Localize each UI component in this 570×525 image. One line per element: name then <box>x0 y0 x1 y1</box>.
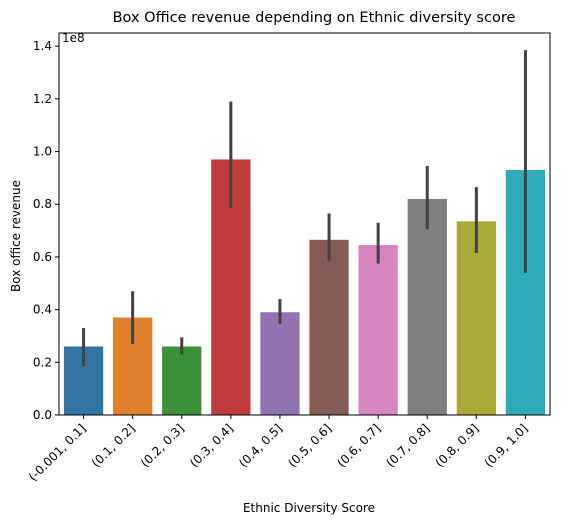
x-tick-label: (0.3, 0.4] <box>187 421 236 470</box>
x-tick-label: (-0.001, 0.1] <box>26 421 89 484</box>
x-axis-label: Ethnic Diversity Score <box>243 501 375 515</box>
x-tick-label: (0.5, 0.6] <box>285 421 334 470</box>
bar <box>309 239 349 415</box>
bar <box>260 312 300 415</box>
bar <box>456 221 496 415</box>
chart-title: Box Office revenue depending on Ethnic d… <box>113 10 516 26</box>
bar <box>358 245 398 415</box>
y-tick-label: 0.8 <box>33 197 52 211</box>
y-tick-label: 0.4 <box>33 303 52 317</box>
y-tick-label: 0.0 <box>33 408 52 422</box>
y-tick-label: 1.4 <box>33 39 52 53</box>
bar <box>407 198 447 415</box>
x-tick-label: (0.4, 0.5] <box>236 421 285 470</box>
y-tick-label: 1.2 <box>33 92 52 106</box>
y-tick-label: 1.0 <box>33 145 52 159</box>
y-tick-label: 0.2 <box>33 355 52 369</box>
plot-frame <box>58 32 551 416</box>
x-tick-label: (0.9, 1.0] <box>482 421 531 470</box>
x-tick-label: (0.1, 0.2] <box>89 421 138 470</box>
y-axis-label: Box office revenue <box>9 180 23 292</box>
plot-area: (-0.001, 0.1] (0.1, 0.2] (0.2, 0.3] (0.3, 0… <box>26 32 551 484</box>
bar <box>162 346 202 415</box>
x-tick-label: (0.6, 0.7] <box>334 421 383 470</box>
x-tick-label: (0.2, 0.3] <box>138 421 187 470</box>
y-tick-label: 0.6 <box>33 250 52 264</box>
x-tick-label: (0.8, 0.9] <box>433 421 482 470</box>
x-tick-label: (0.7, 0.8] <box>383 421 432 470</box>
y-axis-offset-text: 1e8 <box>62 31 85 45</box>
